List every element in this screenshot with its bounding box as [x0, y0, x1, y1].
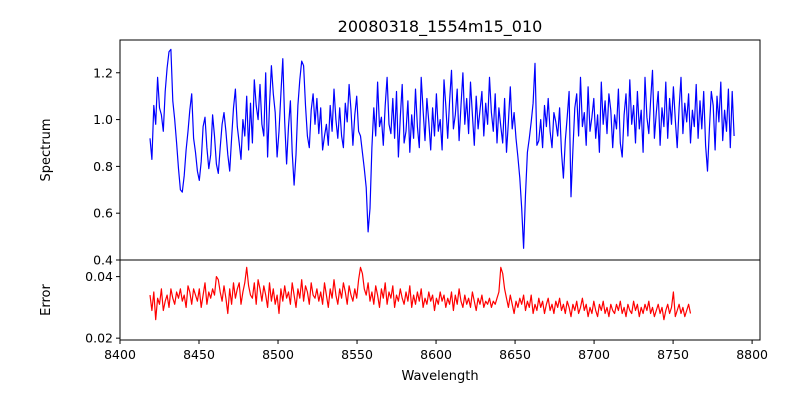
spectrum-y-tick-label: 1.0: [93, 112, 113, 127]
spectrum-y-tick-label: 1.2: [93, 65, 113, 80]
x-tick-label: 8550: [341, 347, 373, 362]
error-panel: Error Wavelength 0.02 0.04 8400 8450 8500 855…: [39, 259, 768, 384]
x-tick-label: 8600: [420, 347, 452, 362]
spectrum-series-line: [149, 48, 735, 249]
error-y-tick-label: 0.04: [85, 269, 113, 284]
error-series-line: [149, 266, 692, 321]
x-axis-label: Wavelength: [401, 369, 478, 384]
x-tick-label: 8400: [104, 347, 136, 362]
error-plot-frame: [119, 259, 761, 341]
x-tick-label: 8800: [736, 347, 768, 362]
spectrum-y-tick-label: 0.4: [93, 253, 113, 268]
error-y-tick-label: 0.02: [85, 331, 113, 346]
spectrum-panel: Spectrum 0.4 0.6 0.8 1.0 1.2: [39, 39, 761, 268]
x-tick-label: 8500: [262, 347, 294, 362]
spectrum-y-tick-label: 0.8: [93, 159, 113, 174]
error-y-axis-label: Error: [39, 284, 54, 316]
x-tick-label: 8450: [183, 347, 215, 362]
spectrum-y-axis-label: Spectrum: [39, 119, 54, 182]
spectrum-y-tick-label: 0.6: [93, 206, 113, 221]
x-tick-label: 8750: [657, 347, 689, 362]
x-tick-label: 8700: [578, 347, 610, 362]
chart-title: 20080318_1554m15_010: [338, 17, 543, 37]
x-tick-label: 8650: [499, 347, 531, 362]
